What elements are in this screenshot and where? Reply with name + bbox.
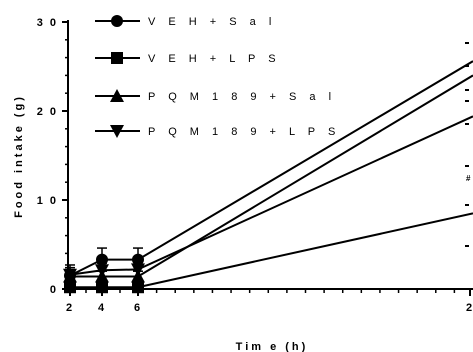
y-axis-title: Food intake (g)	[13, 94, 25, 218]
x-tick-label: 2	[66, 302, 74, 314]
legend-label: P Q M 1 8 9 + L P S	[148, 126, 340, 138]
data-point	[96, 281, 108, 294]
y-tick-label: 3 0	[37, 17, 58, 29]
y-tick-label: 1 0	[37, 195, 58, 207]
series-line-1	[70, 212, 473, 289]
data-point	[63, 268, 77, 282]
legend-marker	[111, 15, 123, 27]
x-tick-label: 4	[98, 302, 106, 314]
legend-marker	[111, 52, 123, 64]
x-tick-label: 6	[134, 302, 142, 314]
legend-label: V E H + S a l	[148, 16, 276, 28]
series-line-0	[69, 60, 473, 277]
x-axis-title: Tim e (h)	[236, 341, 309, 352]
annotation-hash: #	[466, 174, 471, 183]
series-line-3	[69, 115, 473, 276]
legend-label: V E H + L P S	[148, 53, 281, 65]
legend-marker	[110, 125, 124, 138]
legend-label: P Q M 1 8 9 + S a l	[148, 91, 336, 103]
data-point	[95, 264, 109, 278]
series-markers	[63, 247, 145, 294]
y-tick-label: 2 0	[37, 106, 58, 118]
legend: V E H + S a l V E H + L P S P Q M 1 8 9 + …	[95, 15, 340, 138]
axes: 0 1 0 2 0 3 0 2 4 6 2	[37, 17, 473, 314]
series-lines	[69, 60, 473, 289]
y-tick-label: 0	[50, 284, 58, 296]
x-tick-label: 2	[466, 302, 473, 314]
data-point	[131, 263, 145, 277]
data-point	[132, 281, 144, 294]
legend-marker	[110, 89, 124, 102]
series-line-2	[70, 74, 473, 278]
